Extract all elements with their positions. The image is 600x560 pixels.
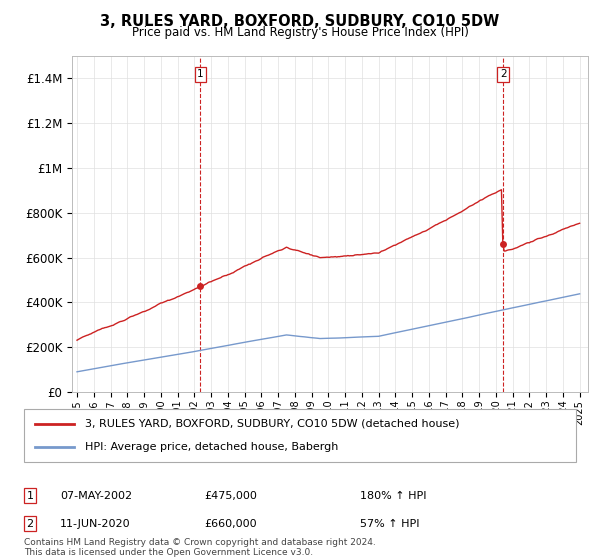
Text: 180% ↑ HPI: 180% ↑ HPI (360, 491, 427, 501)
Text: 57% ↑ HPI: 57% ↑ HPI (360, 519, 419, 529)
Text: Price paid vs. HM Land Registry's House Price Index (HPI): Price paid vs. HM Land Registry's House … (131, 26, 469, 39)
Text: Contains HM Land Registry data © Crown copyright and database right 2024.
This d: Contains HM Land Registry data © Crown c… (24, 538, 376, 557)
Text: HPI: Average price, detached house, Babergh: HPI: Average price, detached house, Babe… (85, 442, 338, 452)
Text: 07-MAY-2002: 07-MAY-2002 (60, 491, 132, 501)
Text: 1: 1 (197, 69, 204, 80)
Text: 1: 1 (26, 491, 34, 501)
Text: 3, RULES YARD, BOXFORD, SUDBURY, CO10 5DW: 3, RULES YARD, BOXFORD, SUDBURY, CO10 5D… (100, 14, 500, 29)
FancyBboxPatch shape (24, 409, 576, 462)
Text: 11-JUN-2020: 11-JUN-2020 (60, 519, 131, 529)
Text: £475,000: £475,000 (204, 491, 257, 501)
Text: 3, RULES YARD, BOXFORD, SUDBURY, CO10 5DW (detached house): 3, RULES YARD, BOXFORD, SUDBURY, CO10 5D… (85, 419, 459, 429)
Text: 2: 2 (26, 519, 34, 529)
Text: £660,000: £660,000 (204, 519, 257, 529)
Text: 2: 2 (500, 69, 507, 80)
